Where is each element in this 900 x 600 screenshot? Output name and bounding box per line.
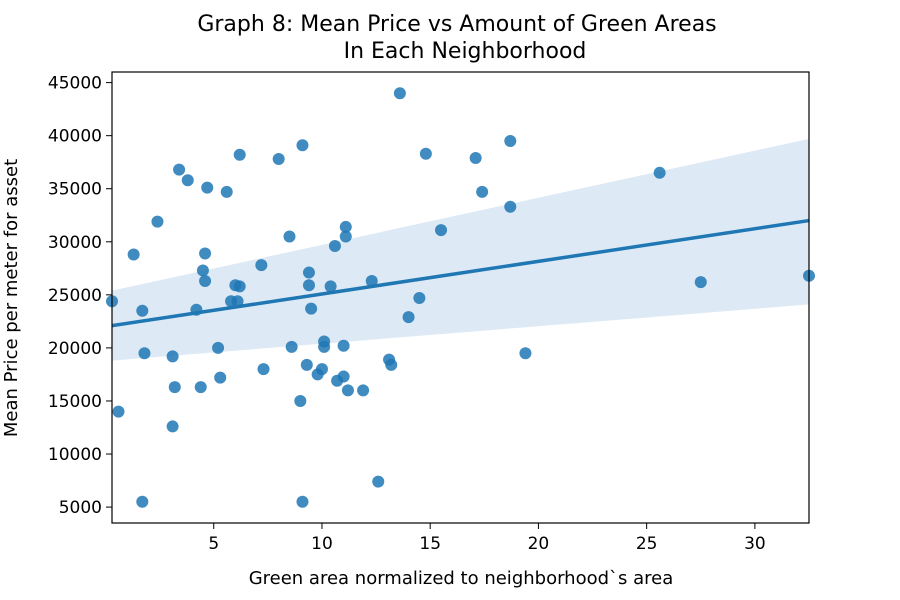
- data-point: [694, 276, 707, 289]
- x-tick-label: 10: [311, 534, 333, 554]
- data-point: [220, 185, 233, 198]
- data-point: [231, 295, 244, 308]
- y-axis-label: Mean Price per meter for asset: [1, 159, 22, 437]
- data-point: [199, 247, 212, 260]
- data-point: [194, 381, 207, 394]
- data-point: [166, 420, 179, 433]
- data-point: [138, 347, 151, 360]
- data-point: [328, 240, 341, 253]
- y-tick-label: 25000: [48, 286, 102, 306]
- y-tick-label: 30000: [48, 233, 102, 253]
- data-point: [300, 358, 313, 371]
- data-point: [112, 405, 125, 418]
- y-tick-label: 15000: [48, 392, 102, 412]
- x-axis-ticks: 5 10 15 20 25 30: [208, 523, 766, 554]
- x-tick-label: 20: [528, 534, 550, 554]
- chart-title-line-1: Graph 8: Mean Price vs Amount of Green A…: [197, 12, 716, 37]
- data-point: [285, 340, 298, 353]
- data-point: [168, 381, 181, 394]
- data-point: [181, 174, 194, 187]
- data-point: [305, 302, 318, 315]
- y-tick-label: 35000: [48, 180, 102, 200]
- data-point: [504, 200, 517, 213]
- data-point: [173, 163, 186, 176]
- data-point: [337, 339, 350, 352]
- regression-line: [111, 218, 810, 328]
- data-point: [127, 248, 140, 261]
- y-tick-label: 45000: [48, 74, 102, 94]
- data-point: [166, 350, 179, 363]
- data-point: [212, 341, 225, 354]
- data-point: [201, 181, 214, 194]
- data-point: [283, 230, 296, 243]
- x-axis-label: Green area normalized to neighborhood`s …: [249, 568, 674, 589]
- data-point: [272, 153, 285, 166]
- data-point: [435, 224, 448, 237]
- data-point: [653, 166, 666, 179]
- data-point: [151, 215, 164, 228]
- x-tick-label: 30: [744, 534, 766, 554]
- data-point: [372, 475, 385, 488]
- data-point: [337, 370, 350, 383]
- x-tick-label: 15: [419, 534, 441, 554]
- data-point: [519, 347, 532, 360]
- data-point: [365, 275, 378, 288]
- data-point: [233, 148, 246, 161]
- plot-frame: [111, 71, 810, 524]
- data-point: [302, 279, 315, 292]
- data-point: [385, 358, 398, 371]
- y-tick-label: 40000: [48, 127, 102, 147]
- data-point: [402, 311, 415, 324]
- data-point: [476, 185, 489, 198]
- data-point: [504, 134, 517, 147]
- data-point: [196, 264, 209, 277]
- data-point: [393, 87, 406, 100]
- y-tick-label: 5000: [59, 498, 102, 518]
- confidence-band: [112, 138, 809, 361]
- data-point: [136, 495, 149, 508]
- data-point: [294, 394, 307, 407]
- data-point: [296, 495, 309, 508]
- data-point: [357, 384, 370, 397]
- data-point: [341, 384, 354, 397]
- y-tick-label: 10000: [48, 445, 102, 465]
- data-point: [315, 363, 328, 376]
- data-point: [339, 220, 352, 233]
- data-point: [296, 139, 309, 152]
- data-point: [199, 275, 212, 288]
- chart-title-line-2: In Each Neighborhood: [344, 39, 587, 64]
- data-point: [136, 304, 149, 317]
- data-point: [419, 147, 432, 160]
- data-point: [255, 259, 268, 272]
- x-tick-label: 5: [208, 534, 219, 554]
- data-point: [214, 371, 227, 384]
- x-tick-label: 25: [636, 534, 658, 554]
- data-point: [339, 230, 352, 243]
- data-points: [106, 87, 815, 508]
- data-point: [469, 151, 482, 164]
- data-point: [257, 363, 270, 376]
- data-point: [413, 292, 426, 305]
- data-point: [318, 340, 331, 353]
- data-point: [324, 280, 337, 293]
- y-tick-label: 20000: [48, 339, 102, 359]
- data-point: [233, 280, 246, 293]
- data-point: [302, 266, 315, 279]
- y-axis-ticks: 5000 10000 15000 20000 25000 30000 35000 40000 4…: [48, 74, 112, 518]
